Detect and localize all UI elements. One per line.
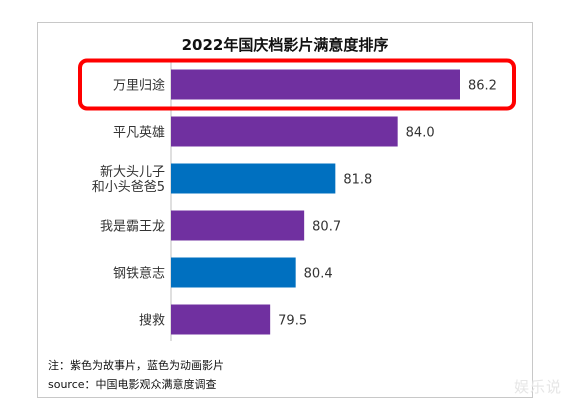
bar: [171, 304, 271, 335]
bar-chart: 2022年国庆档影片满意度排序 86.2 万里归途 84.0 平凡英雄 81.8 新大头儿…: [48, 36, 516, 391]
data-label: 81.8: [343, 173, 372, 188]
bar: [171, 163, 336, 194]
data-label: 80.7: [312, 220, 341, 235]
watermark: 娱乐说: [514, 378, 563, 396]
category-label: 新大头儿子和小头爸爸5: [92, 164, 165, 195]
bar: [171, 116, 398, 147]
source-note: source：中国电影观众满意度调查: [48, 377, 217, 391]
category-label: 平凡英雄: [113, 126, 165, 141]
category-label: 钢铁意志: [113, 266, 165, 282]
chart-title: 2022年国庆档影片满意度排序: [182, 36, 389, 54]
bar: [171, 69, 460, 100]
bar: [171, 210, 305, 241]
highlight-box: [78, 58, 516, 111]
bars-layer: 86.2 万里归途 84.0 平凡英雄 81.8 新大头儿子和小头爸爸5 80.7 我是霸王龙…: [78, 58, 516, 335]
category-label: 我是霸王龙: [100, 220, 165, 235]
data-label: 80.4: [304, 267, 333, 282]
data-label: 79.5: [278, 314, 307, 329]
category-label: 搜救: [139, 313, 165, 329]
data-label: 86.2: [468, 79, 497, 94]
category-label: 万里归途: [113, 78, 165, 94]
bar: [171, 257, 296, 288]
legend-note: 注：紫色为故事片，蓝色为动画影片: [48, 358, 224, 372]
chart-frame: 2022年国庆档影片满意度排序 86.2 万里归途 84.0 平凡英雄 81.8 新大头儿…: [37, 22, 533, 398]
data-label: 84.0: [406, 126, 435, 141]
